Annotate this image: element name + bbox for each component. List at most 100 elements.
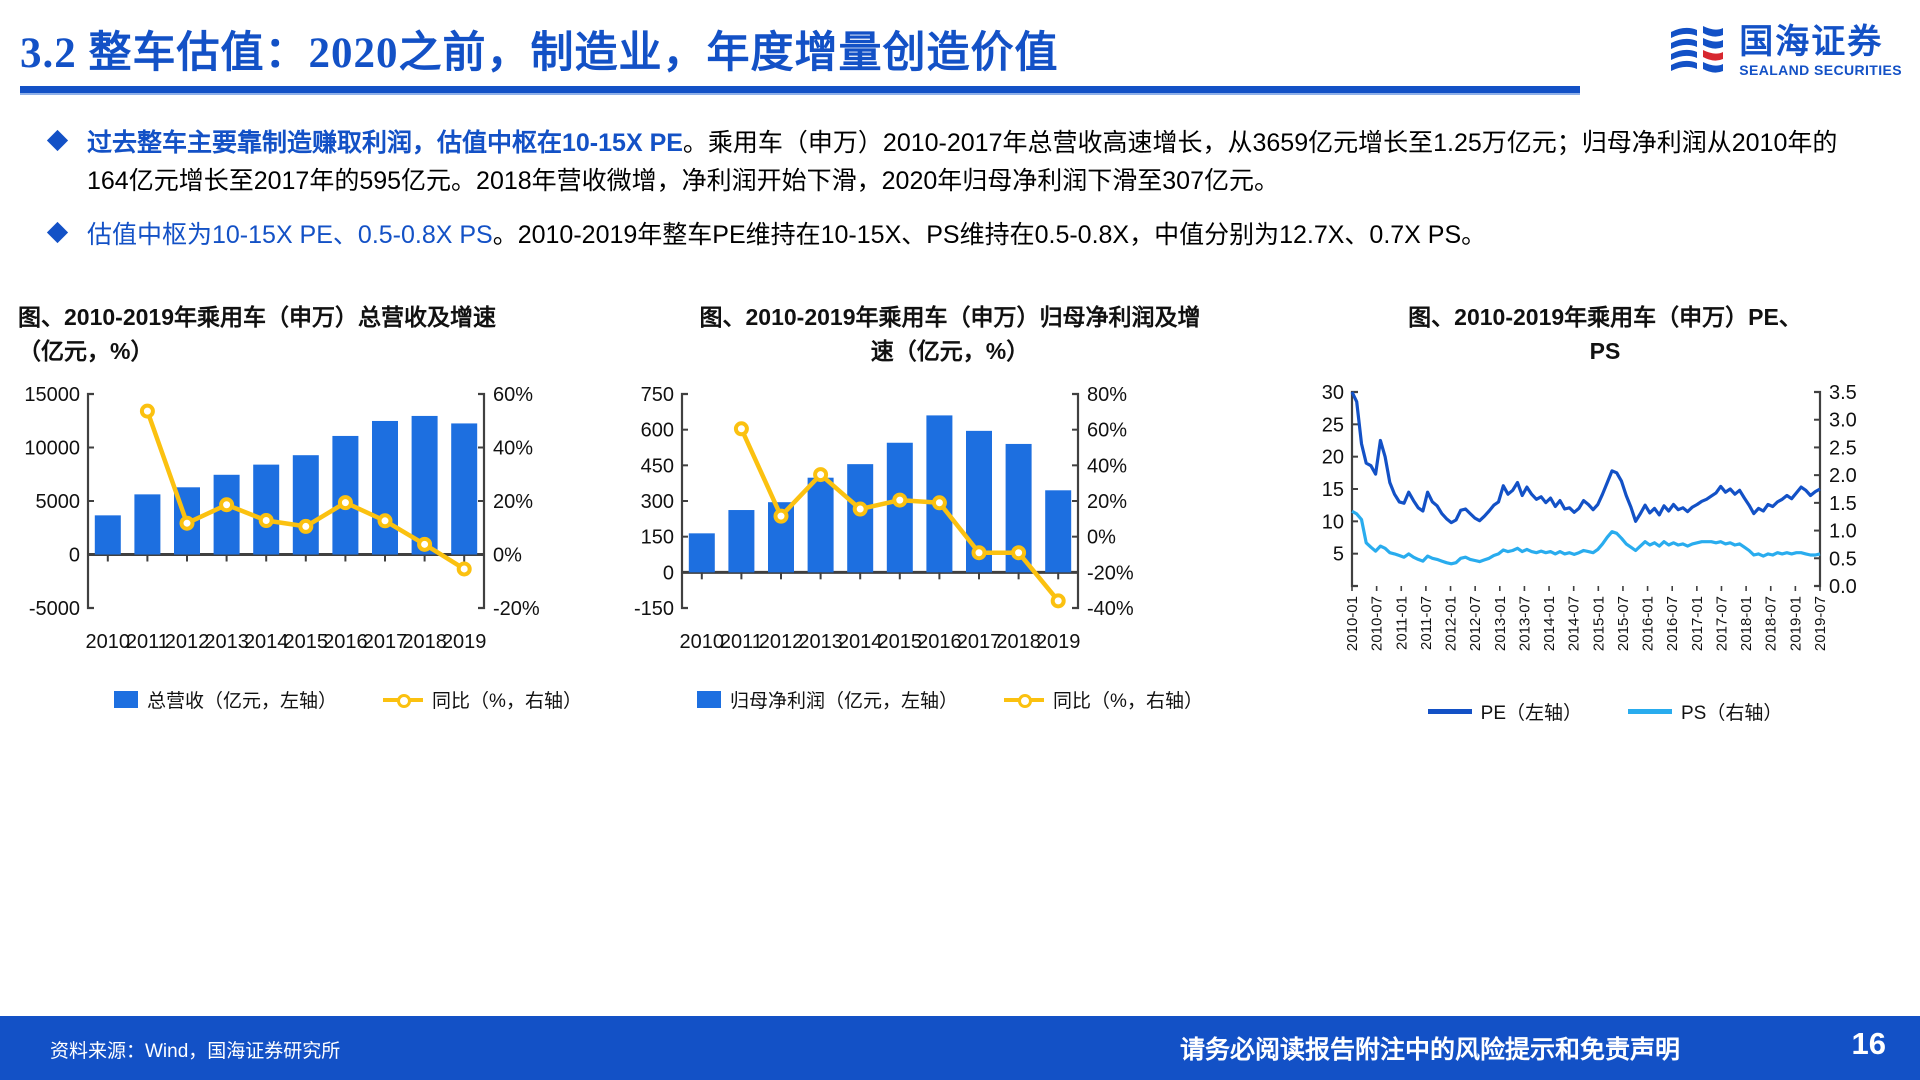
svg-text:40%: 40% [493, 438, 533, 460]
legend-label: 总营收（亿元，左轴） [147, 691, 338, 712]
chart-revenue-legend: 总营收（亿元，左轴） 同比（%，右轴） [18, 686, 678, 713]
svg-text:2.0: 2.0 [1829, 465, 1857, 487]
svg-text:40%: 40% [1087, 455, 1127, 477]
svg-text:-40%: -40% [1087, 598, 1134, 620]
svg-text:15: 15 [1322, 479, 1344, 501]
bullet-item: 估值中枢为10-15X PE、0.5-0.8X PS。2010-2019年整车P… [40, 216, 1900, 254]
chart-title-line2: PS [1589, 338, 1621, 364]
svg-text:2.5: 2.5 [1829, 437, 1857, 459]
svg-text:2015: 2015 [284, 631, 329, 653]
svg-text:2016: 2016 [917, 631, 962, 653]
svg-text:450: 450 [641, 455, 674, 477]
title-divider [20, 86, 1580, 93]
svg-text:2013: 2013 [798, 631, 843, 653]
legend-label: 同比（%，右轴） [1053, 691, 1203, 712]
svg-text:-20%: -20% [1087, 562, 1134, 584]
bullet-highlight: 过去整车主要靠制造赚取利润，估值中枢在10-15X PE [87, 129, 683, 157]
svg-text:2017: 2017 [363, 631, 408, 653]
svg-text:-150: -150 [634, 598, 674, 620]
bullet-text: 估值中枢为10-15X PE、0.5-0.8X PS。2010-2019年整车P… [87, 216, 1486, 254]
svg-text:30: 30 [1322, 382, 1344, 404]
chart-pe-ps-title: 图、2010-2019年乘用车（申万）PE、 PS [1300, 300, 1910, 368]
svg-text:20: 20 [1322, 447, 1344, 469]
page-title: 3.2 整车估值：2020之前，制造业，年度增量创造价值 [20, 30, 1059, 77]
svg-text:2012-01: 2012-01 [1443, 596, 1460, 651]
disclaimer-note: 请务必阅读报告附注中的风险提示和免责声明 [1180, 1036, 1681, 1064]
chart-pe-ps-plot: 30 25 20 15 10 5 3.5 3.0 2.5 2.0 1.5 1.0 0.5 0.0 2010-… [1300, 376, 1910, 676]
svg-text:0.0: 0.0 [1829, 576, 1857, 598]
bullet-item: 过去整车主要靠制造赚取利润，估值中枢在10-15X PE。乘用车（申万）2010… [40, 124, 1900, 200]
svg-text:1.5: 1.5 [1829, 493, 1857, 515]
chart-netprofit-plot: 750 600 450 300 150 0 -150 80% 60% 40% 20% 0% -20% -4… [600, 376, 1300, 676]
legend-label: PS（右轴） [1681, 703, 1783, 724]
svg-text:2012: 2012 [759, 631, 804, 653]
logo-company-name-cn: 国海证券 [1739, 23, 1884, 61]
svg-text:2018: 2018 [996, 631, 1041, 653]
legend-item-ps: PS（右轴） [1628, 698, 1782, 725]
svg-text:2013: 2013 [204, 631, 249, 653]
legend-pe-swatch [1427, 709, 1472, 714]
svg-text:2011: 2011 [720, 631, 763, 653]
svg-text:2014: 2014 [838, 631, 883, 653]
svg-text:2016-07: 2016-07 [1664, 596, 1681, 651]
svg-text:5000: 5000 [36, 491, 81, 513]
slide-header: 3.2 整车估值：2020之前，制造业，年度增量创造价值 国海证券 SEALAN… [0, 0, 1920, 96]
legend-line-swatch [383, 693, 424, 708]
svg-text:2016-01: 2016-01 [1640, 596, 1657, 651]
svg-text:5: 5 [1333, 544, 1344, 566]
chart-pe-ps: 图、2010-2019年乘用车（申万）PE、 PS 30 25 20 15 10 5 3.5… [1300, 300, 1910, 725]
chart-pe-ps-legend: PE（左轴） PS（右轴） [1300, 698, 1910, 725]
chart-netprofit-legend: 归母净利润（亿元，左轴） 同比（%，右轴） [600, 686, 1300, 713]
svg-text:2014-07: 2014-07 [1566, 596, 1583, 651]
legend-line-swatch [1004, 693, 1045, 708]
page-number: 16 [1851, 1026, 1886, 1061]
svg-text:10: 10 [1322, 511, 1344, 533]
svg-text:2016: 2016 [323, 631, 368, 653]
chart-revenue-plot: 15000 10000 5000 0 -5000 60% 40% 20% 0% -20% 2010 2… [18, 376, 678, 676]
chart-title-line1: 图、2010-2019年乘用车（申万）归母净利润及增 [699, 304, 1201, 330]
chart-title-line1: 图、2010-2019年乘用车（申万）PE、 [1408, 304, 1802, 330]
legend-item-bar: 归母净利润（亿元，左轴） [697, 686, 958, 713]
svg-text:2018: 2018 [402, 631, 447, 653]
svg-text:2019-01: 2019-01 [1787, 596, 1804, 651]
svg-text:15000: 15000 [24, 384, 80, 406]
company-logo: 国海证券 SEALAND SECURITIES [1667, 22, 1902, 80]
svg-text:2015: 2015 [878, 631, 923, 653]
svg-text:2012-07: 2012-07 [1467, 596, 1484, 651]
chart-revenue: 图、2010-2019年乘用车（申万）总营收及增速 （亿元，%） 15000 10… [18, 300, 678, 713]
svg-text:-20%: -20% [493, 598, 540, 620]
svg-text:0%: 0% [1087, 527, 1116, 549]
bullet-text: 过去整车主要靠制造赚取利润，估值中枢在10-15X PE。乘用车（申万）2010… [87, 124, 1877, 200]
svg-text:2018-07: 2018-07 [1763, 596, 1780, 651]
svg-text:0: 0 [663, 562, 674, 584]
legend-item-line: 同比（%，右轴） [383, 686, 582, 713]
bullet-body: 。2010-2019年整车PE维持在10-15X、PS维持在0.5-0.8X，中… [492, 221, 1487, 249]
legend-bar-swatch [697, 691, 722, 708]
svg-text:2010: 2010 [86, 631, 131, 653]
charts-row: 图、2010-2019年乘用车（申万）总营收及增速 （亿元，%） 15000 10… [0, 300, 1920, 820]
svg-text:0: 0 [69, 545, 80, 567]
svg-text:300: 300 [641, 491, 674, 513]
chart-title-line2: （亿元，%） [18, 338, 154, 364]
svg-text:2011-01: 2011-01 [1393, 596, 1410, 650]
svg-text:3.0: 3.0 [1829, 410, 1857, 432]
svg-text:1.0: 1.0 [1829, 521, 1857, 543]
legend-item-line: 同比（%，右轴） [1004, 686, 1203, 713]
svg-text:2018-01: 2018-01 [1738, 596, 1755, 651]
legend-label: 同比（%，右轴） [432, 691, 582, 712]
svg-text:2019-07: 2019-07 [1812, 596, 1829, 651]
svg-text:25: 25 [1322, 414, 1344, 436]
bullet-list: 过去整车主要靠制造赚取利润，估值中枢在10-15X PE。乘用车（申万）2010… [40, 124, 1900, 270]
legend-label: PE（左轴） [1480, 703, 1582, 724]
svg-text:0%: 0% [493, 545, 522, 567]
legend-label: 归母净利润（亿元，左轴） [730, 691, 959, 712]
logo-company-name-en: SEALAND SECURITIES [1739, 62, 1902, 78]
bullet-body: 。乘用车（申万）2010-2017年总营收高速增长，从3659亿元增长至1.25… [87, 129, 1838, 195]
diamond-bullet-icon [46, 129, 69, 152]
chart-netprofit: 图、2010-2019年乘用车（申万）归母净利润及增 速（亿元，%） 750 60… [600, 300, 1300, 713]
svg-text:2017-07: 2017-07 [1713, 596, 1730, 651]
diamond-bullet-icon [46, 221, 69, 244]
svg-text:2015-07: 2015-07 [1615, 596, 1632, 651]
legend-item-pe: PE（左轴） [1427, 698, 1582, 725]
slide-footer: 资料来源：Wind，国海证券研究所 请务必阅读报告附注中的风险提示和免责声明 1… [0, 1016, 1920, 1080]
